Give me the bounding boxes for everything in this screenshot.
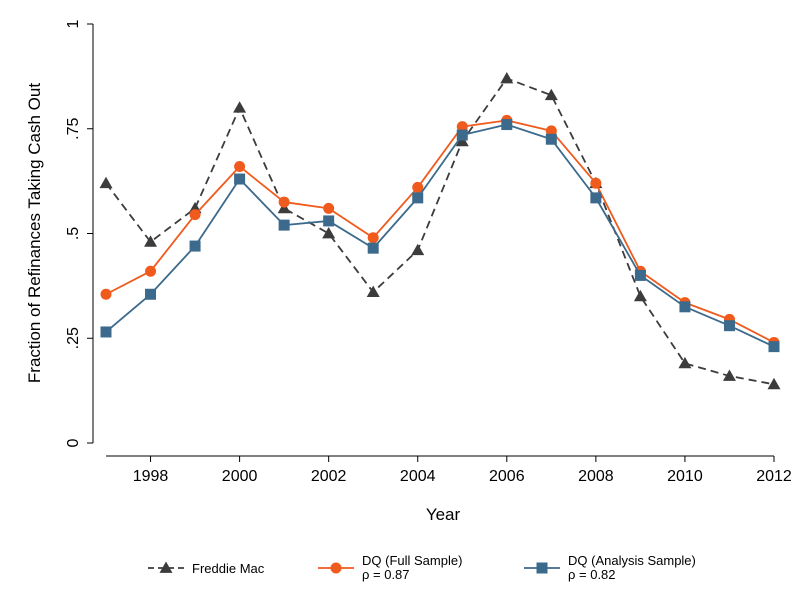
data-point [501, 119, 513, 131]
legend-label: Freddie Mac [192, 561, 265, 576]
x-axis-title: Year [426, 505, 461, 524]
legend-item: Freddie Mac [148, 561, 265, 576]
series-layer [99, 71, 781, 390]
legend-marker [536, 562, 548, 574]
data-point [144, 235, 158, 247]
data-point [100, 288, 112, 300]
x-tick-label: 2006 [489, 468, 525, 485]
data-point [412, 181, 424, 193]
data-point [145, 288, 157, 300]
data-point [278, 219, 290, 231]
legend-sublabel: ρ = 0.82 [568, 567, 616, 582]
x-tick-label: 2004 [400, 468, 436, 485]
y-tick-label: .5 [65, 227, 82, 240]
x-tick-label: 2008 [578, 468, 614, 485]
data-point [278, 196, 290, 208]
data-point [412, 192, 424, 204]
x-tick-label: 2010 [667, 468, 703, 485]
data-point [544, 88, 558, 101]
axes: 1998 2000 2002 2004 2006 2008 2010 2012 0 .25 .5 .7… [65, 19, 792, 485]
x-tick-label: 2012 [756, 468, 792, 485]
data-point [323, 202, 335, 214]
legend-marker [159, 561, 173, 573]
series-line [105, 123, 775, 348]
legend-label: DQ (Analysis Sample) [568, 553, 696, 568]
data-point [456, 121, 468, 133]
data-point [145, 265, 157, 277]
series-square [100, 119, 780, 353]
y-tick-label: .25 [65, 327, 82, 349]
data-point [545, 125, 557, 137]
data-point [367, 232, 379, 244]
data-point [100, 326, 112, 338]
legend-item: DQ (Full Sample)ρ = 0.87 [318, 553, 462, 582]
y-tick-label: .75 [65, 118, 82, 140]
x-tick-label: 2002 [311, 468, 347, 485]
series-circle [100, 114, 780, 348]
y-tick-label: 0 [65, 438, 82, 447]
data-point [323, 215, 335, 227]
legend-item: DQ (Analysis Sample)ρ = 0.82 [524, 553, 696, 582]
legend-marker [330, 562, 342, 574]
legend: Freddie Mac DQ (Full Sample)ρ = 0.87 DQ (A… [148, 553, 696, 582]
x-tick-label: 1998 [133, 468, 169, 485]
data-point [590, 192, 602, 204]
data-point [411, 243, 425, 256]
data-point [633, 289, 647, 302]
data-point [233, 101, 247, 113]
series-triangle [99, 71, 781, 390]
data-point [768, 341, 780, 353]
data-point [189, 209, 201, 221]
data-point [500, 71, 514, 84]
data-point [634, 269, 646, 281]
data-point [456, 129, 468, 141]
series-line [105, 119, 775, 344]
data-point [679, 301, 691, 313]
data-point [366, 285, 380, 298]
y-axis-title: Fraction of Refinances Taking Cash Out [25, 83, 44, 383]
data-point [678, 356, 692, 369]
data-point [367, 242, 379, 254]
legend-label: DQ (Full Sample) [362, 553, 462, 568]
data-point [545, 133, 557, 145]
y-tick-label: 1 [65, 19, 82, 28]
legend-sublabel: ρ = 0.87 [362, 567, 410, 582]
data-point [722, 369, 736, 381]
data-point [234, 160, 246, 172]
data-point [590, 177, 602, 189]
data-point [723, 320, 735, 332]
data-point [767, 377, 781, 390]
data-point [189, 240, 201, 252]
series-line [105, 77, 775, 386]
data-point [234, 173, 246, 185]
data-point [99, 176, 113, 189]
data-point [322, 227, 336, 239]
x-tick-label: 2000 [222, 468, 258, 485]
